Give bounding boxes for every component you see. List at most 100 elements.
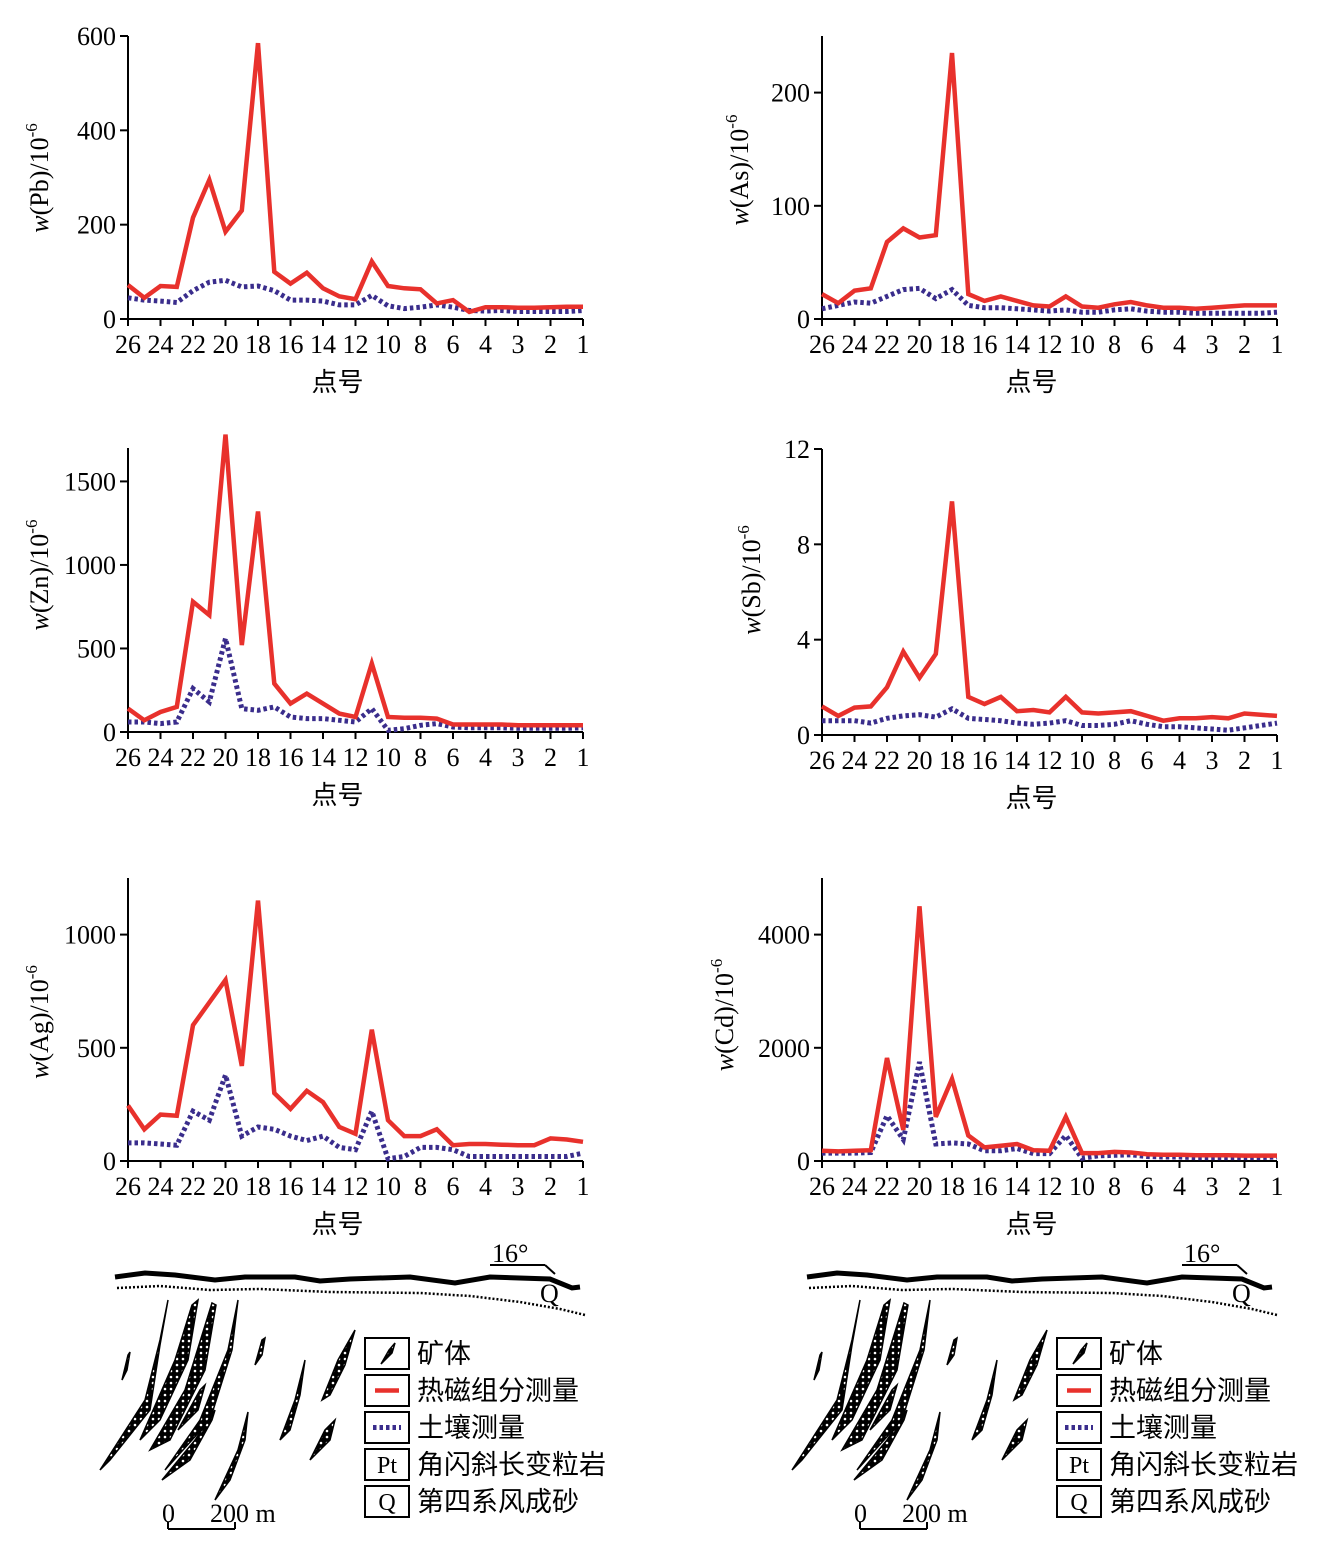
x-tick-label: 16 <box>278 1172 304 1201</box>
ore-body <box>1014 1330 1047 1400</box>
x-tick-label: 12 <box>1037 746 1063 775</box>
x-tick-label: 2 <box>544 1172 557 1201</box>
x-tick-label: 18 <box>939 330 965 359</box>
x-tick-label: 22 <box>874 1172 900 1201</box>
x-tick-label: 2 <box>1238 746 1251 775</box>
y-tick-label: 4000 <box>758 921 810 950</box>
ore-body <box>280 1360 305 1440</box>
series-heat-magnetic-line <box>822 501 1277 720</box>
ground-surface <box>115 1273 580 1288</box>
legend-label-heat: 热磁组分测量 <box>1109 1376 1271 1407</box>
x-tick-label: 20 <box>213 330 239 359</box>
x-tick-label: 10 <box>375 743 401 772</box>
chart-panel-1: 020040060026 24 22 20 18 16 14 12 10 8 6 4 3 2 1点号w(Pb… <box>22 22 590 398</box>
chart-panel-2: 010020026 24 22 20 18 16 14 12 10 8 6 4 3 2 1点号w(As)/1… <box>722 36 1284 398</box>
y-axis-label: w(Ag)/10-6 <box>22 965 54 1079</box>
x-tick-label: 1 <box>1271 330 1284 359</box>
x-tick-label: 26 <box>115 330 141 359</box>
x-tick-label: 18 <box>245 330 271 359</box>
y-tick-label: 1000 <box>64 551 116 580</box>
x-tick-label: 12 <box>343 743 369 772</box>
x-tick-label: 22 <box>180 743 206 772</box>
chart-panel-3: 0 500 1000 1500 26 24 22 20 18 16 14 12 10 8 6 4 3 2 1 点号 w(… <box>22 435 590 811</box>
x-tick-label: 20 <box>907 1172 933 1201</box>
x-axis-label: 点号 <box>311 781 363 811</box>
y-tick-label: 100 <box>771 192 810 221</box>
y-axis-label: w(Sb)/10-6 <box>734 525 766 635</box>
x-tick-label: 1 <box>1271 1172 1284 1201</box>
x-tick-label: 2 <box>1238 1172 1251 1201</box>
x-tick-label: 3 <box>1206 1172 1219 1201</box>
quaternary-label: Q <box>1232 1279 1251 1308</box>
x-tick-label: 18 <box>939 1172 965 1201</box>
x-tick-label: 8 <box>414 330 427 359</box>
x-tick-label: 6 <box>447 743 460 772</box>
x-axis-label: 点号 <box>1005 368 1057 398</box>
x-tick-label: 18 <box>245 743 271 772</box>
x-tick-label: 24 <box>842 746 868 775</box>
x-tick-label: 10 <box>1069 330 1095 359</box>
ore-body <box>814 1352 822 1380</box>
x-tick-label: 3 <box>1206 330 1219 359</box>
scale-zero-label: 0 <box>854 1499 867 1528</box>
x-tick-label: 10 <box>1069 1172 1095 1201</box>
x-tick-label: 14 <box>310 1172 336 1201</box>
y-tick-label: 500 <box>77 1034 116 1063</box>
x-tick-label: 22 <box>180 1172 206 1201</box>
y-tick-label: 500 <box>77 634 116 663</box>
x-tick-label: 1 <box>577 330 590 359</box>
figure: 020040060026 24 22 20 18 16 14 12 10 8 6 4 3 2 1点号w(Pb… <box>0 0 1323 1559</box>
x-tick-label: 14 <box>1004 330 1030 359</box>
x-tick-label: 4 <box>1173 746 1186 775</box>
chart-panel-5: 0500100026 24 22 20 18 16 14 12 10 8 6 4 3 2 1点号w(Ag)/… <box>22 878 590 1240</box>
series-heat-magnetic-line <box>822 53 1277 309</box>
legend-label-q: 第四系风成砂 <box>417 1487 579 1518</box>
legend-symbol-text: Pt <box>377 1453 397 1479</box>
ground-surface <box>807 1273 1272 1288</box>
scale-label: 200 m <box>210 1499 276 1528</box>
ore-body <box>947 1338 957 1365</box>
x-tick-label: 3 <box>512 743 525 772</box>
x-tick-label: 1 <box>577 743 590 772</box>
dip-angle-label: 16° <box>1184 1239 1220 1268</box>
y-tick-label: 600 <box>77 22 116 51</box>
dip-arrow-head <box>545 1265 555 1274</box>
x-tick-label: 14 <box>310 330 336 359</box>
x-tick-label: 26 <box>809 746 835 775</box>
geology-section-1: 16°Q0 200 m矿体热磁组分测量土壤测量Pt 角闪斜长变粒岩Q 第四系风成砂 <box>100 1239 606 1529</box>
x-tick-label: 24 <box>148 330 174 359</box>
x-tick-label: 14 <box>310 743 336 772</box>
legend: 矿体热磁组分测量土壤测量 Pt 角闪斜长变粒岩 Q 第四系风成砂 <box>365 1338 606 1518</box>
x-tick-label: 10 <box>1069 746 1095 775</box>
legend-label-pt: 角闪斜长变粒岩 <box>1109 1450 1298 1481</box>
scale-zero-label: 0 <box>162 1499 175 1528</box>
x-tick-label: 4 <box>479 743 492 772</box>
x-tick-label: 3 <box>512 330 525 359</box>
x-axis-label: 点号 <box>311 368 363 398</box>
x-tick-label: 3 <box>512 1172 525 1201</box>
x-tick-label: 8 <box>414 1172 427 1201</box>
legend-label-q: 第四系风成砂 <box>1109 1487 1271 1518</box>
y-tick-label: 1000 <box>64 921 116 950</box>
x-tick-label: 20 <box>213 743 239 772</box>
x-tick-label: 12 <box>1037 1172 1063 1201</box>
ore-body <box>310 1420 335 1460</box>
x-tick-label: 6 <box>447 1172 460 1201</box>
ore-body <box>972 1360 997 1440</box>
ore-body <box>255 1338 265 1365</box>
x-tick-label: 26 <box>115 1172 141 1201</box>
x-tick-label: 24 <box>148 1172 174 1201</box>
quaternary-label: Q <box>540 1279 559 1308</box>
dip-arrow-head <box>1237 1265 1247 1274</box>
x-tick-label: 18 <box>939 746 965 775</box>
x-tick-label: 4 <box>479 330 492 359</box>
y-tick-label: 12 <box>784 435 810 464</box>
x-tick-label: 1 <box>1271 746 1284 775</box>
x-tick-label: 20 <box>907 746 933 775</box>
y-tick-label: 2000 <box>758 1034 810 1063</box>
x-tick-label: 26 <box>115 743 141 772</box>
ore-body <box>322 1330 355 1400</box>
x-tick-label: 2 <box>544 330 557 359</box>
x-tick-label: 4 <box>479 1172 492 1201</box>
